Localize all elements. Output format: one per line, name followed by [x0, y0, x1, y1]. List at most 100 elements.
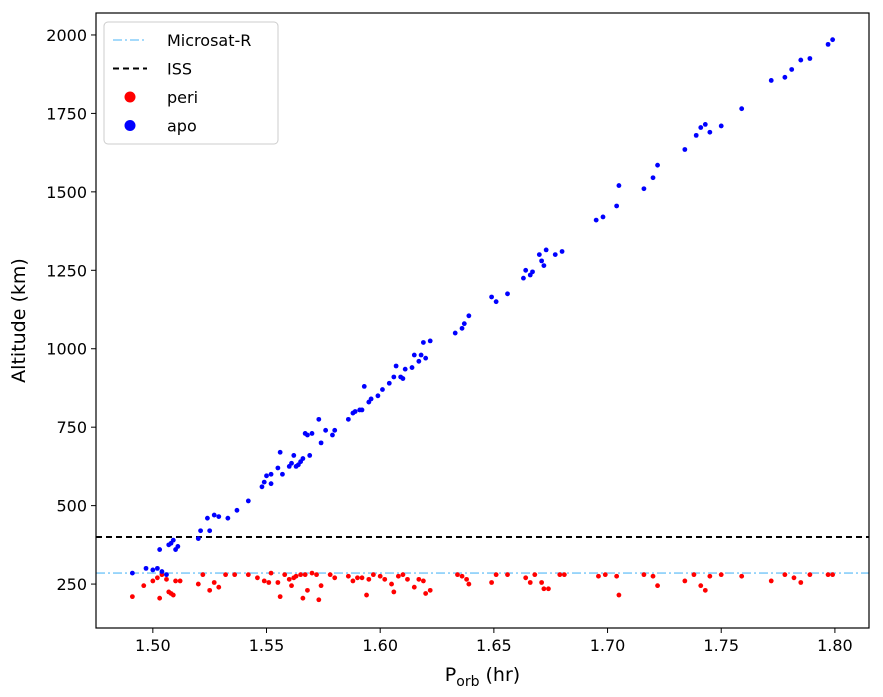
- peri-point: [557, 572, 563, 578]
- apo-point: [157, 547, 163, 552]
- peri-point: [505, 572, 510, 578]
- apo-point: [154, 565, 160, 571]
- peri-point: [157, 595, 163, 601]
- peri-point: [382, 576, 388, 582]
- apo-point: [332, 427, 338, 433]
- apo-point: [143, 565, 149, 571]
- peri-point: [400, 572, 406, 578]
- peri-point: [275, 580, 281, 585]
- apo-point: [489, 294, 494, 300]
- peri-point: [541, 586, 547, 592]
- apo-point: [693, 132, 699, 138]
- apo-point: [150, 567, 156, 573]
- apo-point: [216, 514, 222, 520]
- apo-point: [386, 380, 392, 386]
- apo-point: [275, 465, 281, 471]
- peri-point: [616, 592, 622, 598]
- apo-point: [409, 365, 415, 370]
- y-tick-label: 2000: [46, 26, 87, 45]
- apo-point: [782, 74, 788, 80]
- apo-point: [459, 325, 465, 331]
- legend-marker-apo: [124, 120, 136, 131]
- apo-point: [393, 363, 399, 369]
- peri-point: [211, 580, 217, 585]
- peri-point: [698, 583, 704, 589]
- apo-point: [211, 512, 217, 518]
- peri-point: [395, 573, 401, 579]
- apo-point: [418, 352, 424, 358]
- peri-point: [245, 572, 251, 578]
- apo-point: [505, 291, 510, 297]
- peri-point: [702, 587, 708, 593]
- peri-point: [366, 576, 372, 582]
- apo-point: [768, 78, 774, 83]
- peri-point: [332, 575, 338, 581]
- peri-point: [768, 578, 774, 584]
- peri-point: [289, 583, 294, 589]
- y-tick-label: 500: [56, 497, 87, 516]
- peri-point: [532, 572, 538, 578]
- peri-point: [359, 575, 365, 581]
- peri-point: [791, 575, 797, 581]
- apo-point: [718, 123, 724, 129]
- apo-point: [129, 570, 135, 576]
- peri-point: [207, 587, 213, 593]
- peri-point: [305, 587, 310, 593]
- peri-point: [173, 578, 178, 584]
- apo-point: [402, 366, 408, 372]
- peri-point: [602, 572, 608, 578]
- apo-point: [807, 56, 813, 61]
- apo-point: [309, 431, 315, 436]
- apo-point: [416, 358, 422, 364]
- peri-point: [298, 572, 304, 578]
- apo-point: [289, 460, 294, 466]
- apo-point: [368, 396, 374, 402]
- peri-point: [355, 575, 360, 581]
- peri-point: [232, 572, 238, 578]
- peri-point: [261, 578, 267, 584]
- x-tick-label: 1.75: [703, 636, 739, 655]
- apo-point: [195, 536, 201, 541]
- apo-point: [318, 440, 324, 446]
- apo-point: [423, 355, 429, 361]
- peri-point: [314, 572, 319, 578]
- apo-point: [593, 217, 599, 223]
- peri-point: [150, 578, 156, 584]
- apo-point: [825, 41, 831, 47]
- peri-point: [293, 573, 299, 579]
- apo-point: [345, 416, 351, 422]
- plot-frame: [95, 12, 870, 629]
- series-peri: [129, 570, 836, 603]
- peri-point: [223, 572, 228, 578]
- legend-box: [103, 21, 279, 145]
- apo-point: [523, 267, 529, 273]
- apo-point: [159, 569, 165, 574]
- apo-point: [225, 515, 231, 521]
- apo-point: [261, 479, 267, 485]
- peri-point: [682, 578, 688, 584]
- apo-point: [207, 528, 213, 534]
- peri-point: [807, 572, 813, 578]
- apo-point: [789, 67, 795, 72]
- y-axis-label: Altitude (km): [8, 258, 30, 383]
- axis-ticks: 1.50 1.55 1.60 1.65 1.70 1.75 1.80 250 500 750 100…: [46, 26, 852, 655]
- apo-point: [702, 121, 708, 127]
- apo-point: [400, 376, 406, 381]
- peri-point: [466, 581, 472, 587]
- apo-point: [352, 409, 358, 414]
- apo-point: [739, 106, 745, 112]
- peri-point: [350, 578, 356, 584]
- peri-point: [268, 570, 274, 576]
- peri-point: [411, 584, 417, 590]
- y-tick-label: 1750: [46, 104, 87, 123]
- peri-point: [830, 572, 836, 578]
- apo-point: [650, 175, 656, 181]
- apo-point: [707, 129, 713, 135]
- apo-point: [600, 214, 606, 220]
- peri-point: [493, 572, 499, 578]
- peri-point: [141, 583, 147, 589]
- apo-point: [307, 453, 313, 458]
- legend-label-microsat-r: Microsat-R: [167, 31, 251, 50]
- apo-point: [536, 252, 542, 258]
- apo-point: [530, 269, 535, 275]
